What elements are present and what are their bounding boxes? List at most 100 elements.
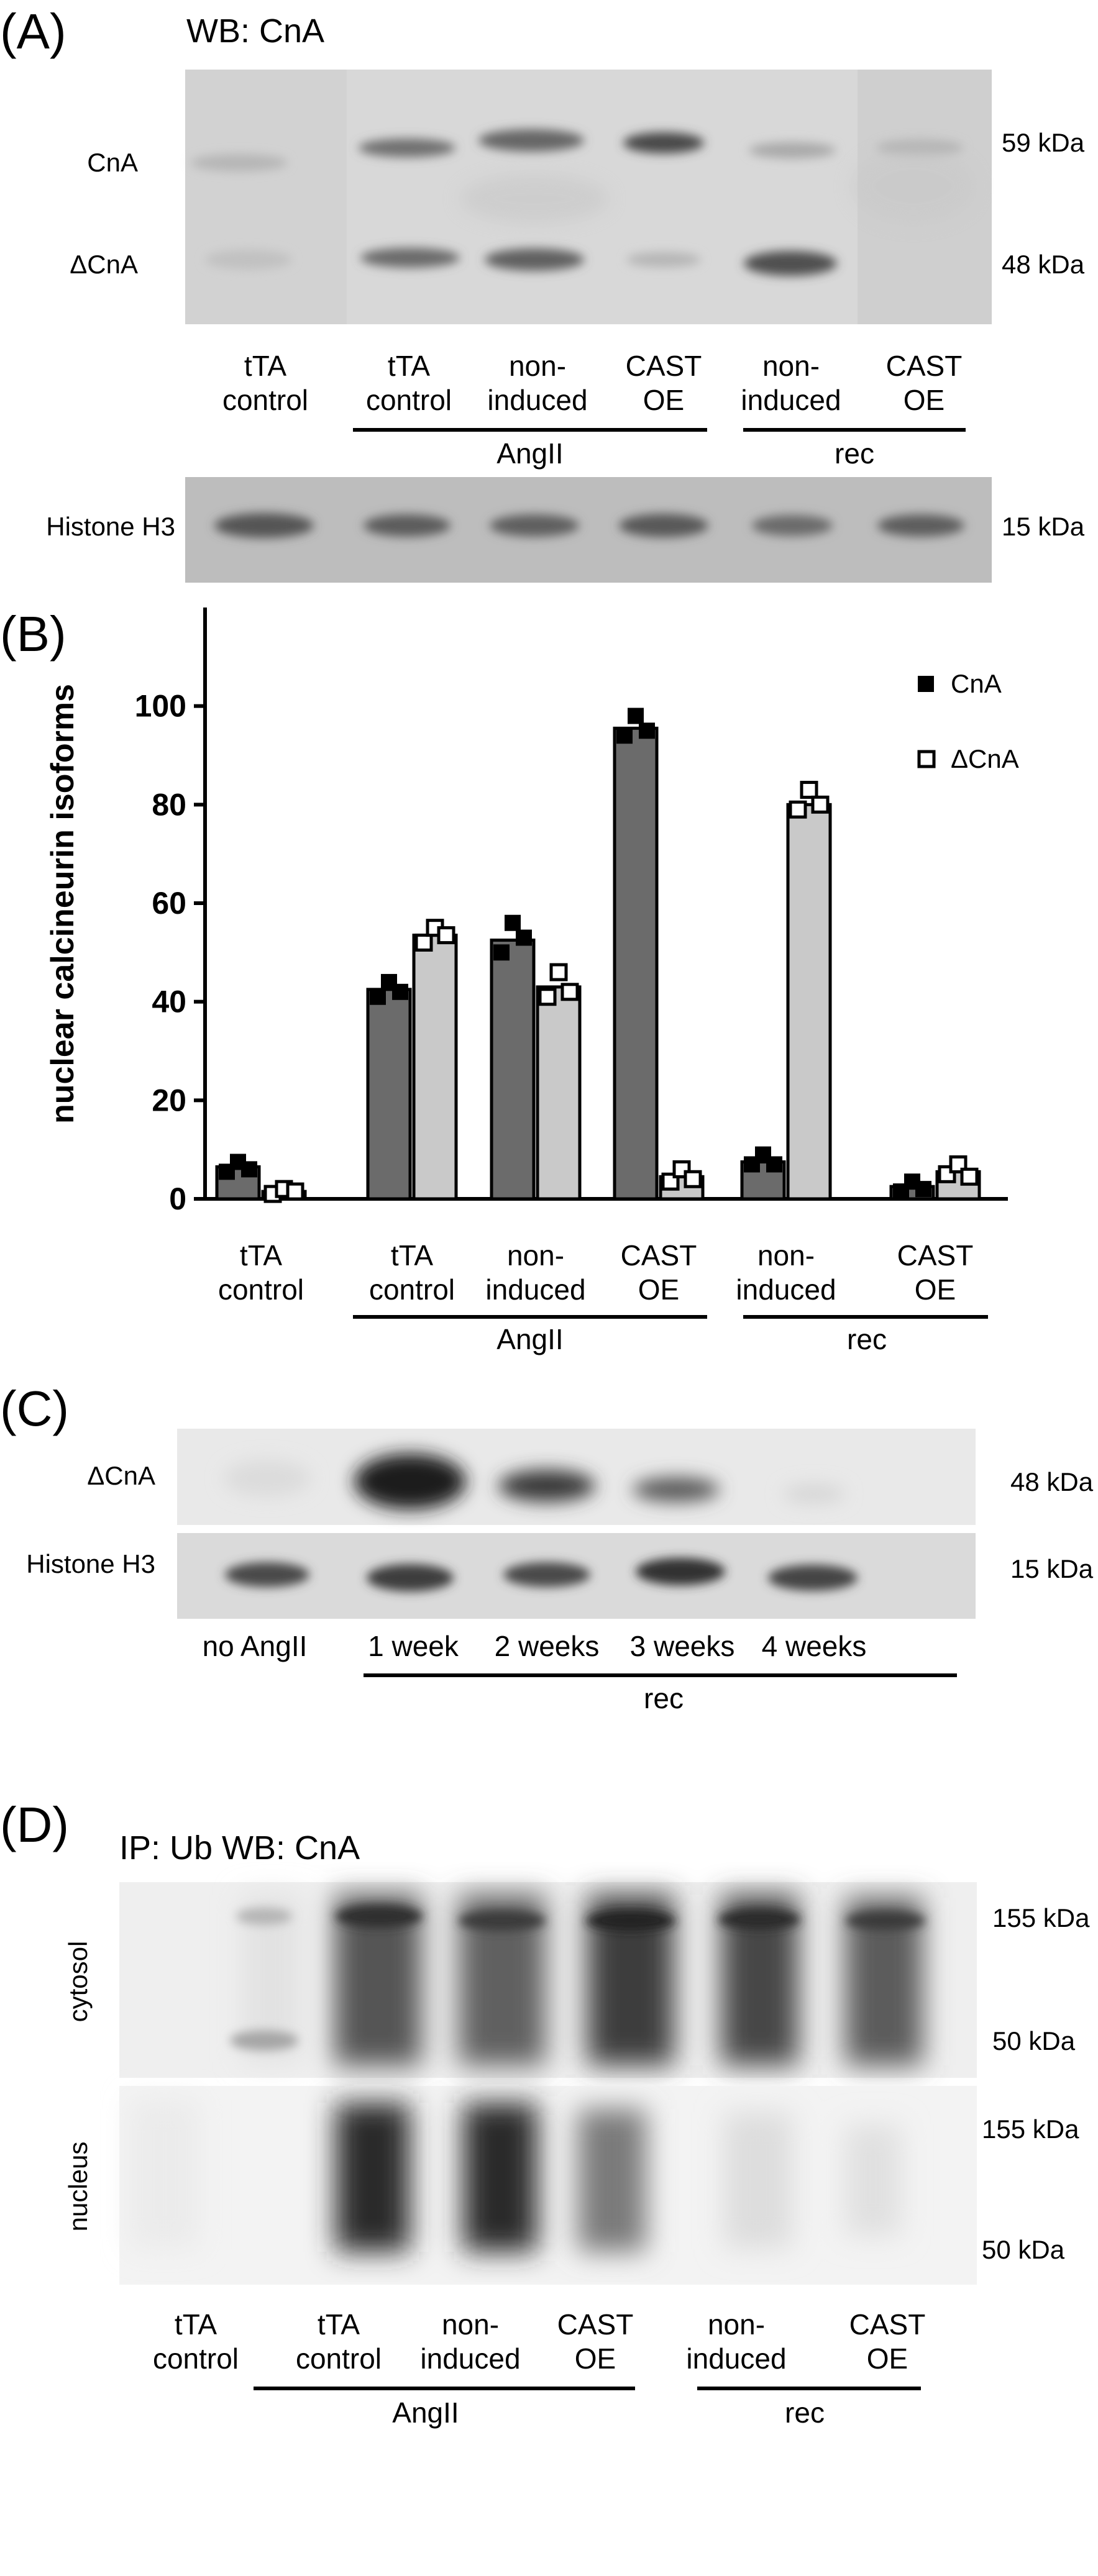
panel-d-cytosol-blot: [119, 1882, 977, 2078]
panel-b-group-rec: rec: [847, 1323, 887, 1355]
legend-label-dcna: ΔCnA: [951, 744, 1019, 773]
panel-c-lane-labels: no AngII 1 week 2 weeks 3 weeks 4 weeks: [203, 1630, 867, 1662]
panel-a-title: WB: CnA: [186, 12, 324, 50]
panel-a-kda-59: 59 kDa: [1002, 128, 1085, 157]
lane-label: 2 weeks: [495, 1630, 600, 1662]
data-point: [414, 933, 433, 952]
panel-b-group-angii: AngII: [496, 1323, 563, 1355]
x-tick-label: tTA: [391, 1239, 433, 1272]
data-point: [811, 795, 830, 814]
data-point: [684, 1170, 702, 1188]
data-point: [241, 1161, 257, 1178]
x-tick-label: induced: [485, 1273, 585, 1306]
bar: [412, 934, 458, 1201]
lane-label: non-: [708, 2308, 765, 2341]
lane-label: no AngII: [203, 1630, 308, 1662]
panel-a-blot: [185, 70, 992, 324]
lane-label: 4 weeks: [762, 1630, 867, 1662]
lane-label: CAST: [626, 350, 702, 382]
data-point: [616, 727, 633, 744]
data-point: [516, 929, 532, 946]
lane-label: CAST: [886, 350, 963, 382]
legend-marker-dcna: [917, 750, 936, 768]
lane-label: 3 weeks: [630, 1630, 735, 1662]
lane-label: tTA: [244, 350, 286, 382]
data-point: [949, 1155, 968, 1173]
bar: [490, 939, 536, 1201]
data-point: [549, 963, 568, 981]
panel-d-cytosol-kda-155: 155 kDa: [992, 1903, 1090, 1932]
panel-c-dcna-blot: [177, 1429, 976, 1525]
data-point: [370, 988, 386, 1005]
panel-c-kda-48: 48 kDa: [1010, 1467, 1094, 1496]
panel-a-histone-blot: [185, 477, 992, 583]
lane-label: induced: [420, 2342, 520, 2375]
panel-b-lane-labels: tTA control tTA control non- induced CAS…: [218, 1239, 973, 1306]
data-point: [286, 1182, 304, 1201]
data-point: [789, 800, 807, 819]
lane-label: non-: [762, 350, 820, 382]
panel-c-group-rec: rec: [644, 1682, 684, 1714]
y-tick-label: 80: [152, 787, 186, 822]
x-tick-label: control: [218, 1273, 304, 1306]
lane-label: induced: [487, 384, 587, 416]
panel-d-group-rec: rec: [785, 2396, 825, 2429]
data-point: [628, 708, 644, 724]
lane-label: tTA: [318, 2308, 360, 2341]
bar: [366, 988, 412, 1201]
lane-label: CAST: [849, 2308, 926, 2341]
x-tick-label: control: [369, 1273, 455, 1306]
x-tick-label: induced: [736, 1273, 836, 1306]
y-axis-title: nuclear calcineurin isoforms: [45, 684, 81, 1124]
y-tick-label: 100: [135, 689, 186, 724]
lane-label: non-: [442, 2308, 499, 2341]
panel-c-kda-15: 15 kDa: [1010, 1554, 1094, 1583]
panel-d-nucleus-kda-155: 155 kDa: [982, 2114, 1079, 2144]
panel-a-histone-label: Histone H3: [46, 512, 175, 541]
data-point: [672, 1160, 691, 1178]
panel-a-cna-label: CnA: [87, 148, 138, 177]
y-tick-label: 60: [152, 886, 186, 921]
panel-d-nucleus-kda-50: 50 kDa: [982, 2235, 1065, 2264]
bar: [786, 803, 832, 1201]
panel-d-group-angii: AngII: [392, 2396, 459, 2429]
panel-d-label: (D): [0, 1797, 69, 1852]
data-point: [392, 983, 408, 1000]
data-point: [639, 722, 655, 739]
panel-b-label: (B): [0, 606, 66, 662]
lane-label: tTA: [175, 2308, 217, 2341]
panel-c-dcna-label: ΔCnA: [87, 1461, 155, 1490]
bar: [613, 726, 659, 1201]
panel-d-cytosol-label: cytosol: [63, 1941, 93, 2023]
lane-label: OE: [904, 384, 945, 416]
y-tick-label: 40: [152, 985, 186, 1019]
x-tick-label: CAST: [621, 1239, 697, 1272]
panel-d-nucleus-label: nucleus: [63, 2142, 93, 2232]
y-tick-label: 20: [152, 1083, 186, 1117]
panel-a-label: (A): [0, 4, 66, 59]
data-point: [560, 983, 579, 1001]
panel-c-histone-blot: [177, 1533, 976, 1619]
data-point: [538, 988, 557, 1006]
data-point: [493, 944, 510, 961]
panel-c-histone-label: Histone H3: [26, 1549, 155, 1578]
panel-d-nucleus-blot: [119, 2086, 977, 2285]
panel-d-cytosol-kda-50: 50 kDa: [992, 2026, 1076, 2055]
lane-label: control: [296, 2342, 382, 2375]
panel-a-lane-labels: tTA control tTA control non- induced CAS…: [222, 350, 962, 416]
bar-chart: 0 20 40 60 80 100 nuclear calcineurin isoforms…: [45, 608, 1019, 1216]
lane-label: non-: [509, 350, 566, 382]
panel-d-title: IP: Ub WB: CnA: [119, 1829, 360, 1867]
panel-a-kda-48: 48 kDa: [1002, 250, 1085, 279]
lane-label: CAST: [557, 2308, 634, 2341]
legend-marker-cna: [918, 676, 934, 692]
lane-label: OE: [867, 2342, 908, 2375]
y-tick-label: 0: [169, 1181, 186, 1216]
x-tick-label: non-: [507, 1239, 564, 1272]
panel-a-kda-15: 15 kDa: [1002, 512, 1085, 541]
panel-a-group-rec: rec: [835, 437, 874, 470]
data-point: [915, 1181, 931, 1198]
lane-label: tTA: [388, 350, 430, 382]
